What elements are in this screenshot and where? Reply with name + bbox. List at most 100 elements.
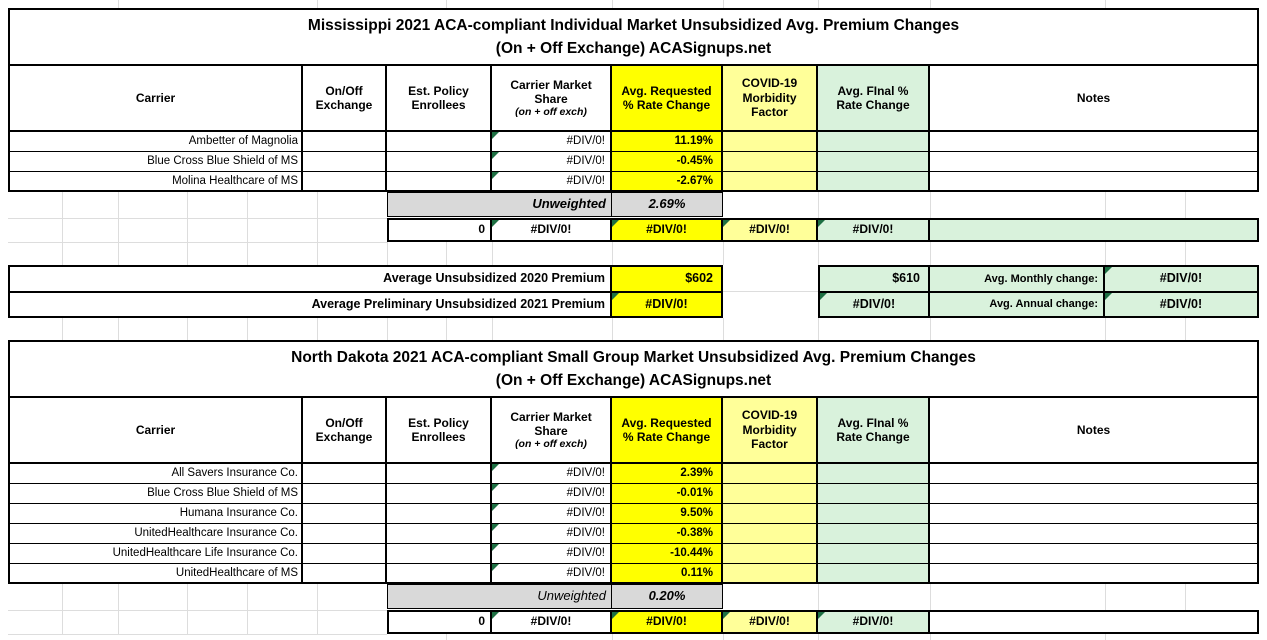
cell-carrier[interactable]: Molina Healthcare of MS — [10, 172, 303, 192]
cell-exchange[interactable] — [303, 464, 387, 484]
total-market-share-cell[interactable]: #DIV/0! — [492, 612, 612, 634]
cell-covid-factor[interactable] — [723, 504, 818, 524]
avg-2020-premium-label[interactable]: Average Unsubsidized 2020 Premium — [10, 267, 612, 293]
cell-covid-factor[interactable] — [723, 564, 818, 584]
cell-covid-factor[interactable] — [723, 132, 818, 152]
col-header-covid[interactable]: COVID-19 Morbidity Factor — [723, 398, 818, 464]
cell-exchange[interactable] — [303, 544, 387, 564]
cell-enrollees[interactable] — [387, 564, 492, 584]
table-title[interactable]: Mississippi 2021 ACA-compliant Individua… — [10, 10, 1259, 66]
avg-2021-premium-value[interactable]: #DIV/0! — [612, 293, 723, 318]
cell-exchange[interactable] — [303, 484, 387, 504]
cell-exchange[interactable] — [303, 132, 387, 152]
cell-requested-rate[interactable]: 0.11% — [612, 564, 723, 584]
cell-covid-factor[interactable] — [723, 524, 818, 544]
unweighted-value-cell[interactable]: 0.20% — [612, 585, 723, 609]
avg-2020-premium-value[interactable]: $602 — [612, 267, 723, 293]
cell-requested-rate[interactable]: 2.39% — [612, 464, 723, 484]
cell-notes[interactable] — [930, 152, 1259, 172]
cell-final-rate[interactable] — [818, 132, 930, 152]
unweighted-value-cell[interactable]: 2.69% — [612, 193, 723, 217]
cell-requested-rate[interactable]: -10.44% — [612, 544, 723, 564]
cell-requested-rate[interactable]: 11.19% — [612, 132, 723, 152]
col-header-requested[interactable]: Avg. Requested % Rate Change — [612, 398, 723, 464]
col-header-enrollees[interactable]: Est. Policy Enrollees — [387, 66, 492, 132]
final-2021-premium-value[interactable]: #DIV/0! — [820, 293, 930, 318]
cell-carrier[interactable]: All Savers Insurance Co. — [10, 464, 303, 484]
avg-2021-premium-label[interactable]: Average Preliminary Unsubsidized 2021 Pr… — [10, 293, 612, 318]
cell-notes[interactable] — [930, 464, 1259, 484]
cell-final-rate[interactable] — [818, 524, 930, 544]
cell-enrollees[interactable] — [387, 524, 492, 544]
total-notes-cell[interactable] — [930, 612, 1259, 634]
cell-exchange[interactable] — [303, 172, 387, 192]
col-header-requested[interactable]: Avg. Requested % Rate Change — [612, 66, 723, 132]
cell-final-rate[interactable] — [818, 152, 930, 172]
col-header-market-share[interactable]: Carrier Market Share (on + off exch) — [492, 66, 612, 132]
cell-notes[interactable] — [930, 172, 1259, 192]
unweighted-label-cell[interactable]: Unweighted — [388, 193, 612, 217]
cell-enrollees[interactable] — [387, 484, 492, 504]
cell-carrier[interactable]: Blue Cross Blue Shield of MS — [10, 484, 303, 504]
cell-carrier[interactable]: Ambetter of Magnolia — [10, 132, 303, 152]
col-header-covid[interactable]: COVID-19 Morbidity Factor — [723, 66, 818, 132]
monthly-change-label[interactable]: Avg. Monthly change: — [930, 267, 1105, 293]
cell-carrier[interactable]: UnitedHealthcare Life Insurance Co. — [10, 544, 303, 564]
cell-covid-factor[interactable] — [723, 484, 818, 504]
annual-change-label[interactable]: Avg. Annual change: — [930, 293, 1105, 318]
cell-notes[interactable] — [930, 132, 1259, 152]
total-notes-cell[interactable] — [930, 220, 1259, 242]
cell-notes[interactable] — [930, 544, 1259, 564]
cell-notes[interactable] — [930, 484, 1259, 504]
cell-final-rate[interactable] — [818, 172, 930, 192]
cell-exchange[interactable] — [303, 504, 387, 524]
cell-exchange[interactable] — [303, 152, 387, 172]
cell-market-share[interactable]: #DIV/0! — [492, 524, 612, 544]
cell-exchange[interactable] — [303, 564, 387, 584]
col-header-market-share[interactable]: Carrier Market Share (on + off exch) — [492, 398, 612, 464]
cell-market-share[interactable]: #DIV/0! — [492, 132, 612, 152]
col-header-exchange[interactable]: On/Off Exchange — [303, 66, 387, 132]
cell-final-rate[interactable] — [818, 544, 930, 564]
cell-requested-rate[interactable]: -0.01% — [612, 484, 723, 504]
cell-covid-factor[interactable] — [723, 152, 818, 172]
cell-final-rate[interactable] — [818, 464, 930, 484]
cell-final-rate[interactable] — [818, 564, 930, 584]
cell-market-share[interactable]: #DIV/0! — [492, 172, 612, 192]
cell-enrollees[interactable] — [387, 132, 492, 152]
col-header-notes[interactable]: Notes — [930, 66, 1259, 132]
total-final-cell[interactable]: #DIV/0! — [818, 612, 930, 634]
col-header-carrier[interactable]: Carrier — [10, 66, 303, 132]
total-covid-cell[interactable]: #DIV/0! — [723, 220, 818, 242]
final-2020-premium-value[interactable]: $610 — [820, 267, 930, 293]
cell-notes[interactable] — [930, 504, 1259, 524]
cell-enrollees[interactable] — [387, 172, 492, 192]
total-requested-cell[interactable]: #DIV/0! — [612, 612, 723, 634]
cell-requested-rate[interactable]: -0.45% — [612, 152, 723, 172]
cell-enrollees[interactable] — [387, 152, 492, 172]
cell-carrier[interactable]: Blue Cross Blue Shield of MS — [10, 152, 303, 172]
annual-change-value[interactable]: #DIV/0! — [1105, 293, 1259, 318]
cell-requested-rate[interactable]: 9.50% — [612, 504, 723, 524]
cell-carrier[interactable]: Humana Insurance Co. — [10, 504, 303, 524]
cell-market-share[interactable]: #DIV/0! — [492, 484, 612, 504]
cell-carrier[interactable]: UnitedHealthcare of MS — [10, 564, 303, 584]
cell-final-rate[interactable] — [818, 504, 930, 524]
cell-covid-factor[interactable] — [723, 172, 818, 192]
table-title[interactable]: North Dakota 2021 ACA-compliant Small Gr… — [10, 342, 1259, 398]
cell-covid-factor[interactable] — [723, 464, 818, 484]
monthly-change-value[interactable]: #DIV/0! — [1105, 267, 1259, 293]
total-requested-cell[interactable]: #DIV/0! — [612, 220, 723, 242]
cell-enrollees[interactable] — [387, 544, 492, 564]
cell-market-share[interactable]: #DIV/0! — [492, 544, 612, 564]
total-enrollees-cell[interactable]: 0 — [389, 220, 492, 242]
cell-final-rate[interactable] — [818, 484, 930, 504]
cell-exchange[interactable] — [303, 524, 387, 544]
cell-market-share[interactable]: #DIV/0! — [492, 504, 612, 524]
cell-requested-rate[interactable]: -2.67% — [612, 172, 723, 192]
cell-market-share[interactable]: #DIV/0! — [492, 564, 612, 584]
cell-market-share[interactable]: #DIV/0! — [492, 152, 612, 172]
col-header-exchange[interactable]: On/Off Exchange — [303, 398, 387, 464]
cell-enrollees[interactable] — [387, 504, 492, 524]
cell-covid-factor[interactable] — [723, 544, 818, 564]
